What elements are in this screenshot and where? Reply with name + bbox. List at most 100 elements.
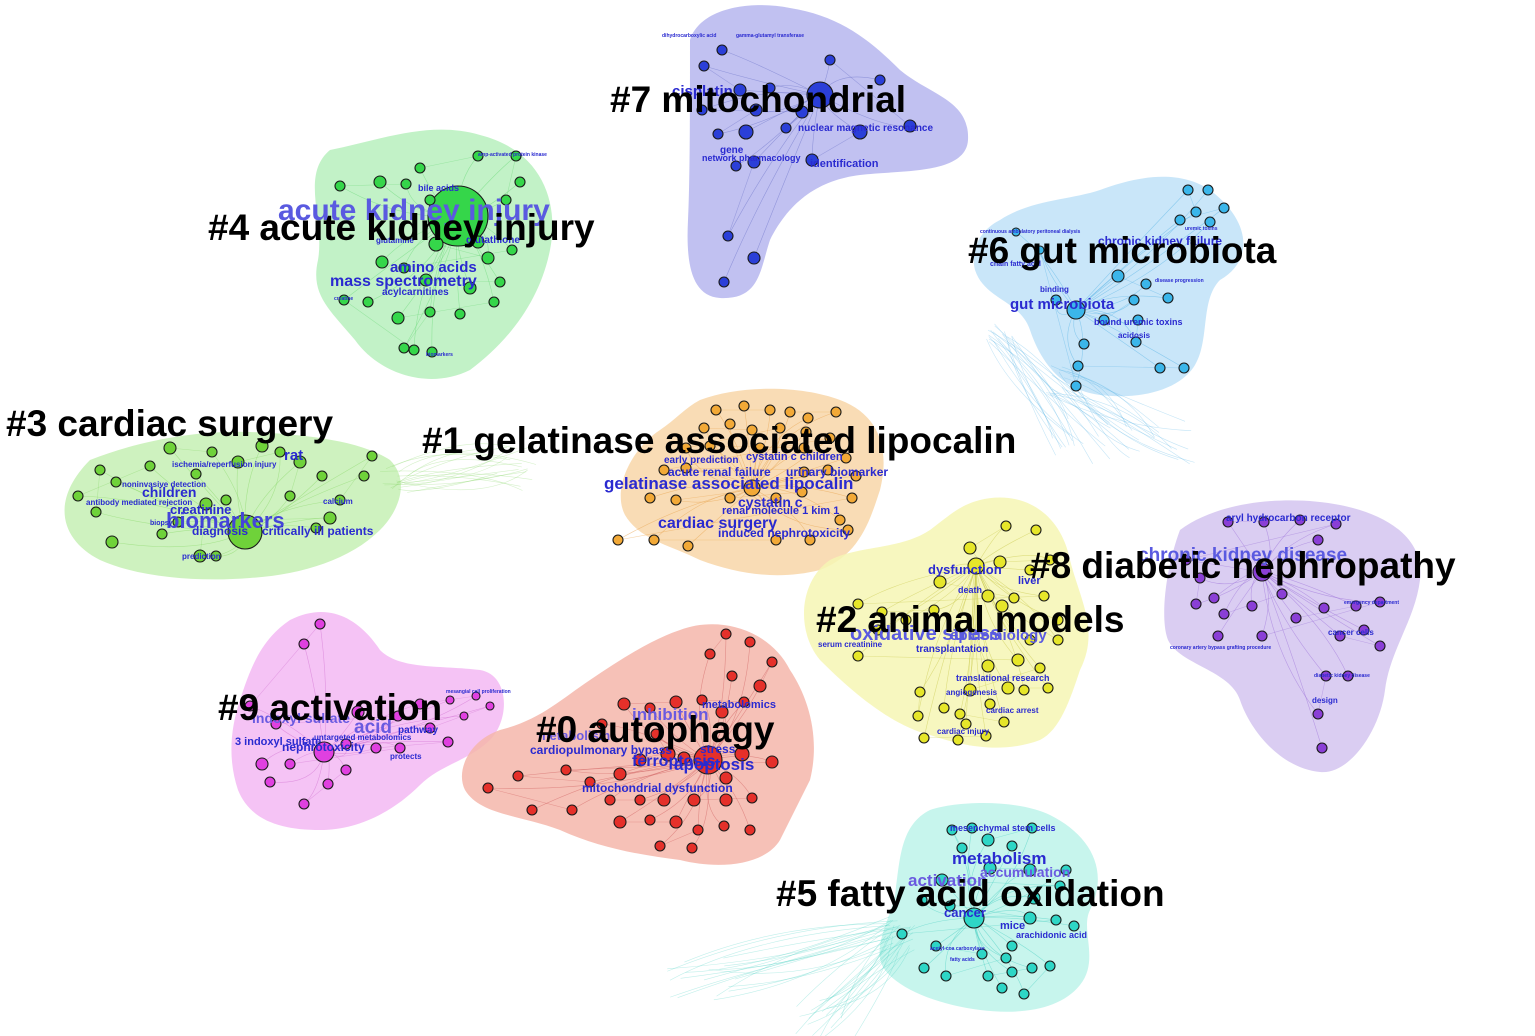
node-c6-8 bbox=[1140, 278, 1152, 290]
keyword-c9-3: 3 indoxyl sulfate bbox=[235, 736, 321, 748]
keyword-c4-3: glutathione bbox=[466, 235, 520, 246]
keyword-c6-3: gut microbiota bbox=[1010, 296, 1115, 313]
edge-c2-25 bbox=[975, 565, 1025, 691]
keyword-c8-6: design bbox=[1312, 696, 1338, 705]
node-c3-14 bbox=[316, 470, 328, 482]
cluster-label-9: #9 activation bbox=[218, 687, 442, 728]
keyword-c9-1: acid bbox=[354, 717, 392, 738]
bundle-edge-c5-4-8 bbox=[826, 942, 903, 1002]
node-c9-6 bbox=[392, 710, 404, 722]
node-c0-9 bbox=[696, 694, 708, 706]
node-c8-5 bbox=[1312, 534, 1324, 546]
node-c0-2 bbox=[744, 636, 756, 648]
node-c5-17 bbox=[1068, 920, 1080, 932]
keyword-c3-10: prediction bbox=[182, 552, 221, 561]
node-c0-38 bbox=[718, 820, 730, 832]
node-c7-19 bbox=[747, 251, 761, 265]
edge-link-c6-3 bbox=[1179, 207, 1225, 221]
node-c2-33 bbox=[998, 716, 1010, 728]
node-c4-14 bbox=[375, 255, 389, 269]
edge-c3-3 bbox=[77, 495, 246, 533]
node-c3-21 bbox=[172, 516, 184, 528]
keyword-c3-5: creatinine bbox=[170, 502, 231, 517]
node-c3-1 bbox=[94, 464, 106, 476]
edge-link-c6-18 bbox=[1039, 249, 1077, 387]
node-c3-7 bbox=[163, 441, 177, 455]
node-c5-3 bbox=[956, 842, 968, 854]
edge-c1-21 bbox=[751, 473, 857, 489]
keyword-c8-3: coronary artery bypass grafting procedur… bbox=[1170, 645, 1271, 651]
keyword-c2-0: dysfunction bbox=[928, 562, 1002, 577]
node-c6-4 bbox=[1174, 214, 1186, 226]
bundle-edge-c6-1-3 bbox=[1002, 334, 1111, 429]
node-c7-10 bbox=[824, 54, 836, 66]
node-c9-17 bbox=[255, 757, 269, 771]
node-c5-13 bbox=[916, 894, 928, 906]
edge-link-c2-18 bbox=[857, 655, 1019, 661]
node-c7-1 bbox=[698, 60, 710, 72]
node-c6-10 bbox=[1128, 294, 1140, 306]
node-c7-8 bbox=[764, 82, 776, 94]
bundle-edge-c6-1-16 bbox=[987, 329, 1109, 426]
bundle-edge-c5-3-8 bbox=[724, 924, 888, 967]
keyword-c1-1: cystatin c children bbox=[746, 451, 843, 463]
cluster-label-4: #4 acute kidney injury bbox=[208, 207, 595, 248]
keyword-c0-1: inhibition bbox=[632, 705, 708, 724]
edge-link-c9-12 bbox=[375, 741, 449, 749]
edge-c5-5 bbox=[973, 827, 1033, 919]
node-c2-10 bbox=[1038, 590, 1050, 602]
edge-link-c2-30 bbox=[959, 713, 1005, 723]
hub-node-c0 bbox=[693, 745, 723, 775]
bundle-edge-c6-1-12 bbox=[992, 331, 1110, 423]
bundle-edge-c3-0-4 bbox=[404, 444, 535, 484]
node-c4-23 bbox=[454, 308, 466, 320]
node-c1-7 bbox=[698, 422, 710, 434]
node-c8-24 bbox=[1312, 708, 1324, 720]
node-c8-19 bbox=[1334, 630, 1346, 642]
node-c4-11 bbox=[471, 235, 485, 249]
bundle-edge-c6-1-0 bbox=[990, 329, 1053, 439]
bundle-edge-c6-1-1 bbox=[997, 338, 1073, 442]
node-c1-2 bbox=[738, 400, 750, 412]
edge-link-c0-21 bbox=[517, 775, 591, 783]
node-c9-2 bbox=[298, 638, 310, 650]
node-c3-19 bbox=[323, 511, 337, 525]
bundle-edge-c5-4-4 bbox=[808, 946, 890, 1019]
edge-link-c7-12 bbox=[811, 131, 861, 161]
node-c8-17 bbox=[1212, 630, 1224, 642]
edge-c2-32 bbox=[975, 565, 1005, 723]
bundle-edge-c3-0-9 bbox=[400, 469, 519, 484]
node-c1-8 bbox=[724, 418, 736, 430]
node-c0-16 bbox=[677, 751, 691, 765]
edge-c6-0 bbox=[1075, 189, 1189, 311]
edge-c7-18 bbox=[753, 94, 821, 259]
keyword-c1-2: acute renal failure bbox=[668, 465, 771, 479]
bundle-edge-c3-0-12 bbox=[400, 448, 511, 488]
node-c5-29 bbox=[996, 982, 1008, 994]
node-c6-6 bbox=[1218, 202, 1230, 214]
cluster-region-c7 bbox=[687, 5, 969, 299]
keyword-c5-1: metabolism bbox=[952, 849, 1046, 868]
bundle-edge-c5-3-4 bbox=[677, 927, 910, 998]
node-c5-26 bbox=[1006, 966, 1018, 978]
keyword-c9-6: protects bbox=[390, 752, 422, 761]
node-c8-12 bbox=[1276, 588, 1288, 600]
edge-link-c0-6 bbox=[701, 699, 745, 703]
edge-link-c9-15 bbox=[289, 747, 401, 765]
node-c2-8 bbox=[981, 589, 995, 603]
bundle-edge-c6-2-15 bbox=[1046, 392, 1172, 449]
edge-c6-1 bbox=[1075, 189, 1209, 311]
bundle-edge-c6-1-15 bbox=[994, 325, 1075, 446]
node-c5-28 bbox=[1044, 960, 1056, 972]
node-c0-7 bbox=[738, 696, 750, 708]
node-c8-11 bbox=[1246, 600, 1258, 612]
node-c0-31 bbox=[687, 793, 701, 807]
keyword-c0-0: metabolomics bbox=[702, 699, 776, 711]
node-c1-32 bbox=[682, 540, 694, 552]
node-c0-34 bbox=[613, 815, 627, 829]
node-c0-33 bbox=[746, 792, 758, 804]
edge-link-c3-6 bbox=[169, 447, 213, 453]
keyword-c3-4: antibody mediated rejection bbox=[86, 498, 192, 507]
